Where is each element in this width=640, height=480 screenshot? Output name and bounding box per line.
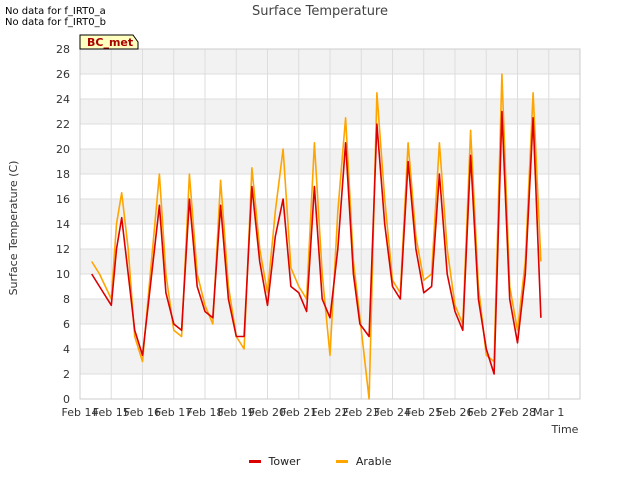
x-tick-label: Feb 22 (312, 406, 349, 419)
legend-item-tower: Tower (248, 455, 301, 468)
x-tick-label: Feb 27 (468, 406, 505, 419)
x-tick-label: Feb 15 (93, 406, 130, 419)
y-tick-label: 22 (56, 118, 70, 131)
site-badge-label: BC_met (87, 36, 133, 49)
x-tick-label: Feb 24 (374, 406, 411, 419)
y-tick-label: 14 (56, 218, 70, 231)
y-tick-label: 0 (63, 393, 70, 406)
x-tick-label: Feb 21 (280, 406, 317, 419)
x-tick-label: Feb 20 (249, 406, 286, 419)
chart-title: Surface Temperature (252, 4, 388, 19)
y-tick-label: 28 (56, 43, 70, 56)
x-tick-label: Feb 28 (499, 406, 536, 419)
y-tick-label: 20 (56, 143, 70, 156)
x-tick-label: Feb 18 (187, 406, 224, 419)
x-tick-label: Mar 1 (533, 406, 564, 419)
site-badge: BC_met (79, 34, 139, 50)
y-tick-label: 2 (63, 368, 70, 381)
no-data-note-a: No data for f_IRT0_a (5, 6, 106, 17)
x-axis-label: Time (551, 423, 579, 436)
y-tick-label: 10 (56, 268, 70, 281)
y-tick-label: 18 (56, 168, 70, 181)
y-tick-label: 4 (63, 343, 70, 356)
x-tick-label: Feb 16 (124, 406, 161, 419)
x-tick-label: Feb 14 (62, 406, 99, 419)
y-tick-label: 8 (63, 293, 70, 306)
x-tick-label: Feb 17 (155, 406, 192, 419)
legend-item-arable: Arable (335, 455, 392, 468)
y-tick-label: 16 (56, 193, 70, 206)
series-line-tower (91, 110, 542, 375)
plot-area (79, 48, 581, 400)
y-axis-label: Surface Temperature (C) (7, 161, 20, 296)
x-tick-label: Feb 23 (343, 406, 380, 419)
x-tick-label: Feb 19 (218, 406, 255, 419)
y-tick-label: 12 (56, 243, 70, 256)
legend-swatch-tower (248, 460, 261, 463)
chart-legend: Tower Arable (0, 453, 640, 468)
x-tick-label: Feb 26 (437, 406, 474, 419)
legend-label-tower: Tower (268, 455, 301, 468)
no-data-note-b: No data for f_IRT0_b (5, 17, 106, 28)
legend-label-arable: Arable (355, 455, 392, 468)
x-tick-label: Feb 25 (405, 406, 442, 419)
y-tick-label: 6 (63, 318, 70, 331)
y-tick-label: 26 (56, 68, 70, 81)
legend-swatch-arable (335, 460, 348, 463)
y-tick-label: 24 (56, 93, 70, 106)
